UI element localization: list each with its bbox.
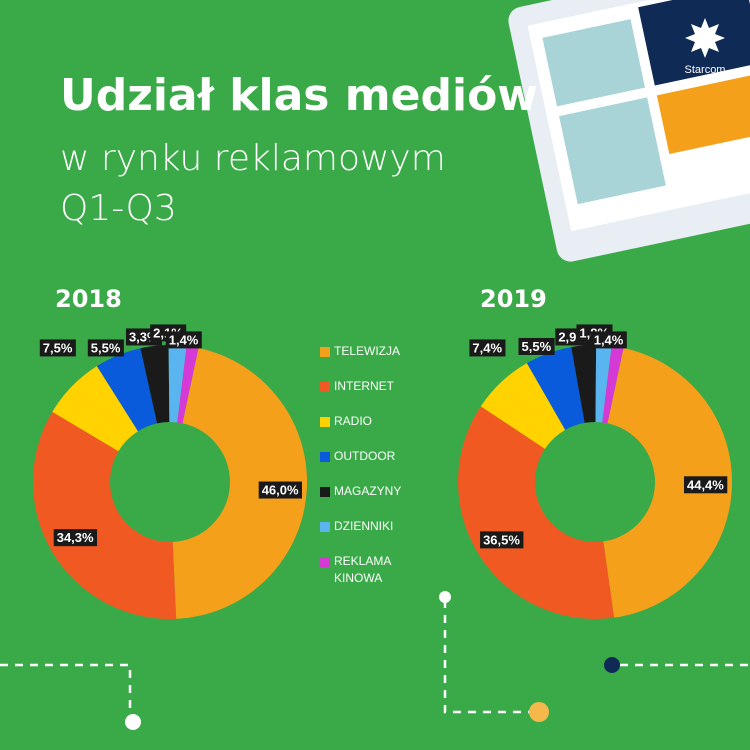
legend-item: INTERNET <box>334 379 394 393</box>
data-label: 36,5% <box>480 531 524 549</box>
data-label: 7,5% <box>39 339 76 357</box>
legend-label: OUTDOOR <box>334 449 396 463</box>
brand: Starcom <box>685 64 726 76</box>
data-label-box <box>165 331 202 349</box>
legend-swatch <box>320 382 330 392</box>
data-label-text: 36,5% <box>483 532 520 547</box>
data-label-box <box>39 339 76 357</box>
data-label-box <box>87 339 124 357</box>
legend-item: TELEWIZJA <box>334 344 401 358</box>
data-label: 5,5% <box>87 339 124 357</box>
legend-item: OUTDOOR <box>334 449 396 463</box>
slice <box>595 345 612 423</box>
slice <box>571 345 597 423</box>
legend-label: MAGAZYNY <box>334 484 402 498</box>
slice <box>52 366 138 452</box>
slice <box>96 348 158 432</box>
slice <box>526 347 585 430</box>
data-label: 1,4% <box>165 331 202 349</box>
chart-title: 2019 <box>480 285 547 313</box>
slice <box>603 347 733 618</box>
title: Udział klas mediów <box>60 70 538 121</box>
dot <box>125 714 141 730</box>
legend-item: RADIO <box>334 414 373 428</box>
subtitle: Q1-Q3 <box>60 188 177 229</box>
slice <box>458 406 615 619</box>
data-label: 46,0% <box>258 481 302 499</box>
slice <box>140 345 170 424</box>
dot <box>604 657 620 673</box>
legend-item: REKLAMA KINOWA <box>334 554 391 585</box>
chart-title: 2018 <box>55 285 122 313</box>
legend-swatch <box>320 487 330 497</box>
monitor-illustration <box>508 0 750 262</box>
data-label-box <box>590 331 627 349</box>
dot <box>529 702 549 722</box>
subtitle: w rynku reklamowym <box>60 138 446 179</box>
legend-item: DZIENNIKI <box>334 519 394 533</box>
slice <box>480 363 566 449</box>
data-label: 44,4% <box>683 476 728 494</box>
slice <box>168 345 187 423</box>
slice <box>33 411 177 619</box>
slice <box>172 347 307 619</box>
legend-swatch <box>320 452 330 462</box>
data-label-text: 1,4% <box>594 332 624 347</box>
data-label: 5,5% <box>518 337 555 355</box>
legend-label: INTERNET <box>334 379 394 393</box>
data-label-text: 5,5% <box>91 340 121 355</box>
legend-swatch <box>320 347 330 357</box>
data-label: 1,4% <box>590 331 627 349</box>
legend-swatch <box>320 417 330 427</box>
legend-label: DZIENNIKI <box>334 519 394 533</box>
slice <box>177 346 199 424</box>
legend-item: MAGAZYNY <box>334 484 402 498</box>
slice <box>602 346 624 424</box>
legend-swatch <box>320 557 330 567</box>
data-label-text: 5,5% <box>522 339 552 354</box>
data-label-text: 44,4% <box>687 477 724 492</box>
data-label-box <box>518 337 555 355</box>
data-label-text: 34,3% <box>57 530 94 545</box>
data-label-text: 46,0% <box>262 483 299 498</box>
legend-label: TELEWIZJA <box>334 344 401 358</box>
dot <box>439 591 451 603</box>
data-label-text: 7,4% <box>472 340 502 355</box>
data-label-box <box>469 339 506 357</box>
legend-swatch <box>320 522 330 532</box>
data-label-text: 1,4% <box>169 332 199 347</box>
data-label-box <box>480 531 524 549</box>
data-label-text: 7,5% <box>43 340 73 355</box>
dashed-lines <box>0 600 750 715</box>
legend-label: REKLAMA KINOWA <box>334 554 391 585</box>
data-label-box <box>53 529 98 547</box>
data-label-box <box>683 476 728 494</box>
data-label: 34,3% <box>53 529 98 547</box>
data-label: 7,4% <box>469 339 506 357</box>
data-label-box <box>258 481 302 499</box>
legend-label: RADIO <box>334 414 373 428</box>
